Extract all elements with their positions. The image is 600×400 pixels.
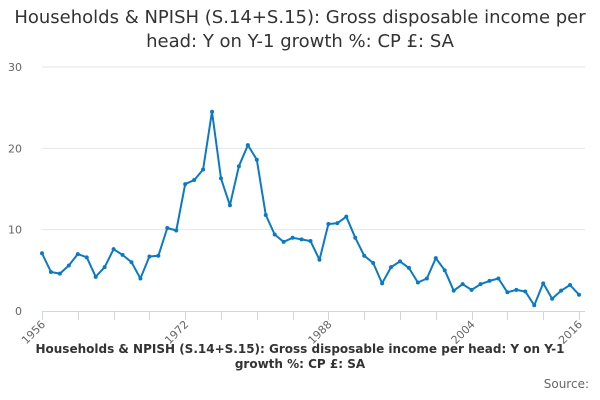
data-point	[219, 176, 223, 181]
data-point	[147, 254, 152, 259]
data-point	[201, 167, 206, 172]
data-point	[478, 282, 483, 287]
data-point	[550, 296, 555, 301]
data-point	[156, 253, 161, 258]
data-point	[577, 292, 581, 297]
source-label: Source:	[543, 377, 589, 391]
data-point	[183, 182, 188, 187]
data-point	[389, 265, 394, 270]
data-point	[120, 252, 125, 257]
data-point	[568, 282, 573, 287]
data-point	[290, 235, 295, 240]
data-point	[317, 257, 322, 262]
data-point	[541, 281, 546, 286]
chart-title: Households & NPISH (S.14+S.15): Gross di…	[14, 7, 586, 52]
data-point	[75, 252, 80, 257]
data-point	[559, 288, 564, 293]
y-tick-label: 30	[8, 61, 22, 74]
data-point	[415, 280, 420, 285]
data-point	[40, 251, 44, 256]
data-point	[362, 253, 367, 258]
data-point	[245, 143, 250, 148]
data-point	[469, 287, 474, 292]
data-point	[451, 288, 456, 293]
data-point	[210, 109, 215, 114]
data-point	[523, 289, 528, 294]
legend-series-label[interactable]: Households & NPISH (S.14+S.15): Gross di…	[35, 342, 565, 371]
data-point	[192, 178, 197, 183]
data-point	[299, 237, 304, 242]
data-point	[236, 164, 241, 169]
data-point	[344, 214, 349, 219]
data-point	[380, 281, 385, 286]
data-point	[66, 263, 71, 268]
data-point	[424, 276, 429, 281]
data-point	[514, 287, 519, 292]
data-point	[532, 303, 537, 308]
data-point	[442, 268, 447, 273]
data-point	[48, 269, 53, 274]
data-point	[263, 213, 268, 218]
data-point	[335, 221, 340, 226]
data-point	[505, 290, 510, 295]
data-point	[174, 228, 179, 233]
y-tick-label: 0	[15, 305, 22, 318]
data-point	[254, 157, 259, 162]
data-point	[281, 239, 286, 244]
data-point	[308, 239, 313, 244]
data-point	[272, 232, 277, 237]
data-point	[129, 260, 134, 265]
data-point	[460, 282, 465, 287]
series-line	[41, 110, 580, 307]
data-point	[111, 247, 116, 252]
data-point	[138, 276, 143, 281]
data-point	[371, 261, 376, 266]
data-point	[398, 259, 402, 264]
data-point	[326, 221, 331, 226]
data-point	[165, 226, 170, 231]
data-point	[102, 265, 107, 270]
data-point	[353, 235, 358, 240]
data-point	[433, 256, 438, 261]
data-point	[93, 274, 98, 279]
y-tick-label: 10	[8, 224, 22, 237]
data-point	[406, 265, 411, 270]
data-point	[487, 278, 492, 283]
data-point	[496, 276, 501, 281]
data-point	[227, 203, 232, 208]
data-point	[57, 271, 62, 276]
y-tick-label: 20	[8, 142, 22, 155]
data-point	[84, 255, 89, 260]
